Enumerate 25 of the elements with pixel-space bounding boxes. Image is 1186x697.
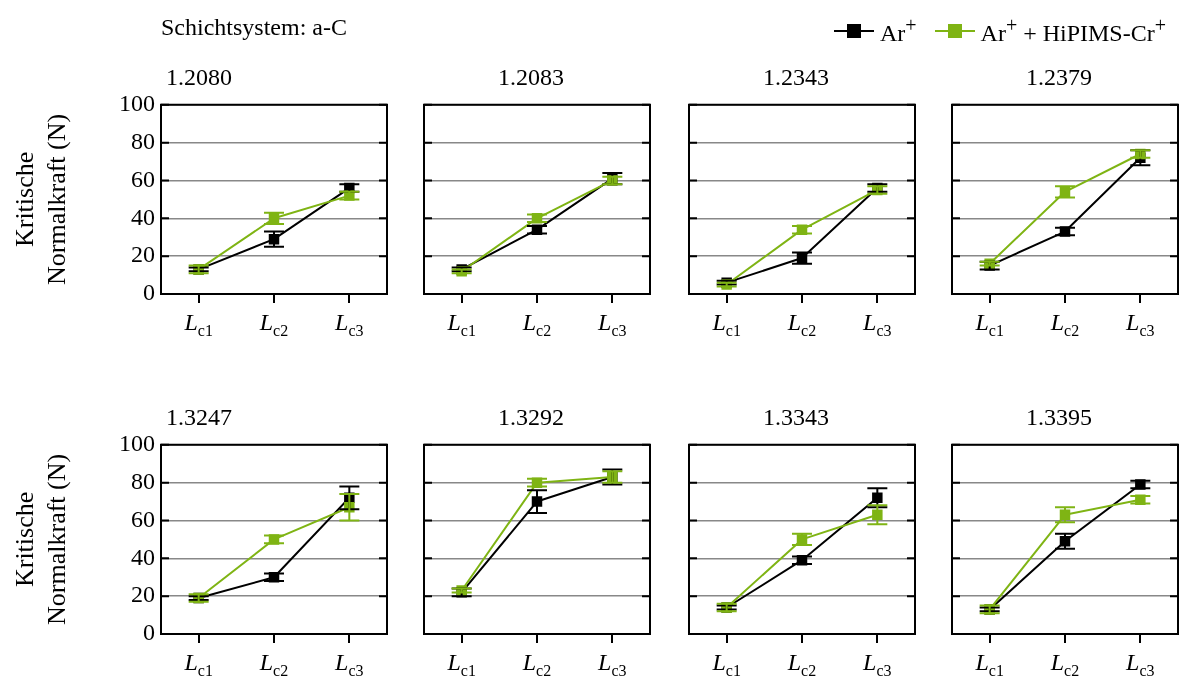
chart-title: 1.2343 xyxy=(763,63,829,90)
y-tick-label: 100 xyxy=(119,90,155,117)
y-axis-title: Kritische Normalkraft (N) xyxy=(10,453,71,625)
y-tick-label: 0 xyxy=(143,279,155,306)
y-tick-label: 60 xyxy=(131,165,155,192)
chart-title: 1.3343 xyxy=(763,403,829,430)
chart-title: 1.2083 xyxy=(498,63,564,90)
y-tick-label: 0 xyxy=(143,619,155,646)
legend-label: Ar$^{+}$ xyxy=(879,14,917,47)
y-axis-title: Kritische Normalkraft (N) xyxy=(10,113,71,285)
y-tick-label: 60 xyxy=(131,505,155,532)
chart-title: 1.2080 xyxy=(166,63,232,90)
chart-title: 1.3292 xyxy=(498,403,564,430)
text: Schichtsystem: a-C xyxy=(161,14,347,41)
y-tick-label: 100 xyxy=(119,430,155,457)
chart-title: 1.3247 xyxy=(166,403,232,430)
legend-label: Ar$^{+}$ + HiPIMS-Cr$^{+}$ xyxy=(980,14,1166,47)
y-tick-label: 20 xyxy=(131,581,155,608)
y-tick-label: 20 xyxy=(131,241,155,268)
y-tick-label: 80 xyxy=(131,127,155,154)
y-tick-label: 40 xyxy=(131,203,155,230)
chart-title: 1.2379 xyxy=(1026,63,1092,90)
chart-title: 1.3395 xyxy=(1026,403,1092,430)
y-tick-label: 40 xyxy=(131,543,155,570)
y-tick-label: 80 xyxy=(131,467,155,494)
